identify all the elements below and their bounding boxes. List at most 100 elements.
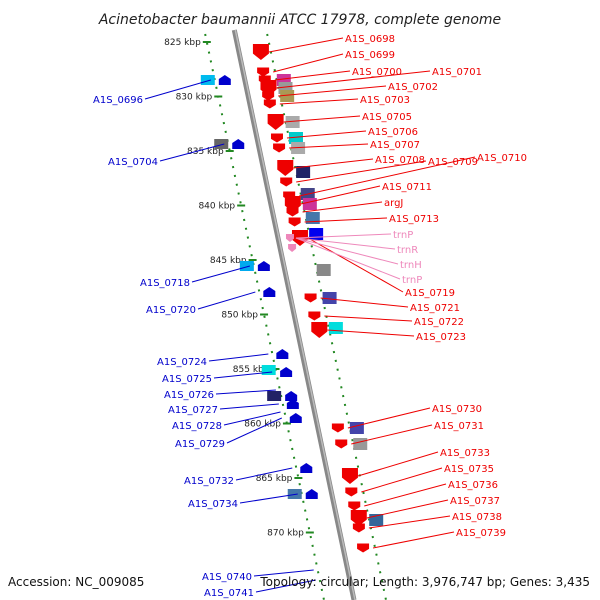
reverse-gene-arrow [277, 160, 294, 176]
gene-box [349, 422, 364, 434]
genome-backbone [231, 29, 357, 600]
label-leader [357, 451, 439, 477]
reverse-gene-arrow [262, 91, 275, 101]
gene-label: A1S_0719 [405, 288, 455, 299]
label-leader [361, 467, 443, 493]
forward-gene-arrow [280, 367, 293, 377]
label-leader [299, 156, 476, 197]
label-leader [223, 411, 281, 426]
reverse-gene-arrow [348, 501, 361, 511]
gene-box [288, 132, 303, 144]
gene-label: A1S_0736 [448, 480, 498, 491]
gene-box [309, 228, 324, 240]
label-leader [320, 297, 409, 308]
label-leader [255, 579, 316, 593]
label-leader [364, 483, 447, 507]
gene-box [267, 391, 282, 401]
reverse-gene-arrow [273, 143, 286, 153]
gene-label: A1S_0727 [168, 405, 218, 416]
gene-label: A1S_0721 [410, 303, 460, 314]
gene-label: A1S_0705 [362, 112, 412, 123]
reverse-gene-arrow [331, 423, 344, 433]
label-leader [272, 53, 344, 73]
label-leader [300, 185, 381, 205]
kbp-label: 860 kbp [244, 420, 281, 430]
gene-box [322, 292, 337, 304]
reverse-gene-arrow [308, 311, 321, 321]
gene-label: A1S_0710 [477, 153, 527, 164]
gene-label: trnH [400, 260, 422, 271]
label-leader [144, 79, 211, 100]
forward-gene-arrow [263, 287, 276, 297]
kbp-label: 840 kbp [198, 202, 235, 212]
accession-text: Accession: NC_009085 [8, 575, 144, 589]
gene-label: A1S_0700 [352, 67, 402, 78]
gene-label: A1S_0707 [370, 140, 420, 151]
gene-label: A1S_0740 [202, 572, 252, 583]
kbp-label: 870 kbp [267, 529, 304, 539]
rna-gene-arrow [288, 244, 297, 252]
gene-box [285, 116, 300, 128]
label-leader [219, 403, 279, 410]
reverse-gene-arrow [286, 207, 299, 217]
reverse-gene-arrow [352, 523, 365, 533]
gene-label: A1S_0718 [140, 278, 190, 289]
gene-box [328, 322, 343, 334]
label-leader [296, 160, 427, 183]
reverse-gene-arrow [270, 133, 283, 143]
label-leader [278, 85, 387, 97]
kbp-label: 825 kbp [164, 38, 201, 48]
gene-label: A1S_0708 [375, 155, 425, 166]
label-leader [208, 353, 269, 362]
backbone-highlight [234, 29, 356, 600]
reverse-gene-arrow [350, 510, 367, 526]
gene-label: A1S_0734 [188, 499, 238, 510]
label-leader [295, 237, 401, 280]
gene-label: A1S_0737 [450, 496, 500, 507]
kbp-label: 835 kbp [187, 147, 224, 157]
label-leader [289, 143, 369, 149]
gene-label: A1S_0733 [440, 448, 490, 459]
gene-label: A1S_0730 [432, 404, 482, 415]
label-leader [366, 499, 449, 519]
gene-box [261, 365, 276, 375]
gene-label: A1S_0702 [388, 82, 438, 93]
gene-box [353, 438, 368, 450]
gene-label: A1S_0713 [389, 214, 439, 225]
gene-label: A1S_0729 [175, 439, 225, 450]
reverse-gene-arrow [252, 44, 269, 60]
label-leader [283, 115, 361, 123]
label-leader [307, 237, 404, 293]
gene-label: A1S_0701 [432, 67, 482, 78]
gene-label: A1S_0741 [204, 588, 254, 599]
gene-label: A1S_0706 [368, 127, 418, 138]
map-title: Acinetobacter baumannii ATCC 17978, comp… [98, 12, 501, 28]
label-leader [279, 98, 359, 105]
gene-label: A1S_0732 [184, 476, 234, 487]
gene-label: A1S_0725 [162, 374, 212, 385]
gene-box [200, 75, 215, 85]
forward-gene-arrow [285, 391, 298, 401]
gene-label: A1S_0699 [345, 50, 395, 61]
gene-label: argJ [384, 198, 403, 209]
rna-gene-arrow [285, 234, 294, 242]
reverse-gene-arrow [357, 543, 370, 553]
gene-label: A1S_0739 [456, 528, 506, 539]
genome-summary-text: Topology: circular; Length: 3,976,747 bp… [259, 575, 590, 589]
forward-gene-arrow [289, 413, 302, 423]
gene-label: A1S_0731 [434, 421, 484, 432]
forward-gene-arrow [257, 261, 270, 271]
kbp-label: 850 kbp [221, 311, 258, 321]
reverse-gene-arrow [341, 468, 358, 484]
gene-label: A1S_0704 [108, 157, 158, 168]
forward-gene-arrow [276, 349, 289, 359]
label-leader [347, 407, 431, 429]
gene-label: trnP [393, 230, 413, 241]
label-leader [197, 291, 256, 310]
reverse-gene-arrow [345, 487, 358, 497]
reverse-gene-arrow [263, 99, 276, 109]
reverse-gene-arrow [335, 439, 348, 449]
kbp-label: 855 kbp [233, 365, 270, 375]
label-leader [226, 417, 282, 444]
